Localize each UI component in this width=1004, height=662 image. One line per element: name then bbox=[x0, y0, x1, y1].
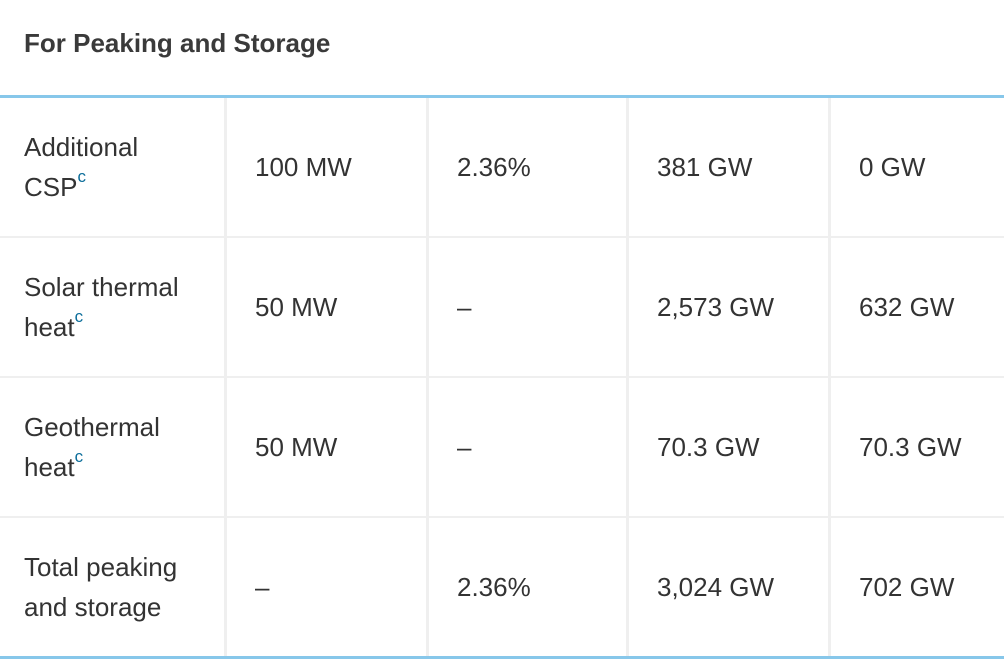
table-cell: 70.3 GW bbox=[626, 378, 828, 516]
table-cell: 0 GW bbox=[828, 98, 1004, 236]
row-header-cell: Geothermal heatc bbox=[0, 378, 224, 516]
row-label: Geothermal heat bbox=[24, 412, 160, 482]
table-cell: 702 GW bbox=[828, 518, 1004, 656]
table-cell: 632 GW bbox=[828, 238, 1004, 376]
row-label: Solar thermal heat bbox=[24, 272, 179, 342]
table-cell: 50 MW bbox=[224, 238, 426, 376]
row-label-wrap: Geothermal heatc bbox=[24, 407, 200, 487]
table-cell: 2,573 GW bbox=[626, 238, 828, 376]
row-header-cell: Additional CSPc bbox=[0, 98, 224, 236]
section-title: For Peaking and Storage bbox=[24, 28, 331, 58]
row-label: Additional CSP bbox=[24, 132, 139, 202]
table-cell: 100 MW bbox=[224, 98, 426, 236]
row-label-wrap: Solar thermal heatc bbox=[24, 267, 200, 347]
table-row: Solar thermal heatc 50 MW –2,573 GW 632 GW bbox=[0, 238, 1004, 378]
table: Additional CSPc 100 MW 2.36% 381 GW 0 GW Sola… bbox=[0, 95, 1004, 659]
footnote-ref[interactable]: c bbox=[74, 447, 84, 466]
table-cell: 381 GW bbox=[626, 98, 828, 236]
table-cell: 3,024 GW bbox=[626, 518, 828, 656]
footnote-ref[interactable]: c bbox=[77, 167, 86, 186]
row-header-cell: Solar thermal heatc bbox=[0, 238, 224, 376]
row-label: Total peaking and storage bbox=[24, 552, 178, 622]
row-label-wrap: Total peaking and storage bbox=[24, 547, 200, 627]
row-label-wrap: Additional CSPc bbox=[24, 127, 200, 207]
table-cell: – bbox=[224, 518, 426, 656]
table-row: Total peaking and storage –2.36% 3,024 GW 7… bbox=[0, 518, 1004, 659]
footnote-ref[interactable]: c bbox=[74, 307, 84, 326]
row-header-cell: Total peaking and storage bbox=[0, 518, 224, 656]
table-cell: – bbox=[426, 238, 626, 376]
table-cell: 2.36% bbox=[426, 518, 626, 656]
table-cell: 50 MW bbox=[224, 378, 426, 516]
table-row: Geothermal heatc 50 MW –70.3 GW 70.3 GW bbox=[0, 378, 1004, 518]
table-cell: – bbox=[426, 378, 626, 516]
table-row: Additional CSPc 100 MW 2.36% 381 GW 0 GW bbox=[0, 98, 1004, 238]
table-cell: 70.3 GW bbox=[828, 378, 1004, 516]
table-cell: 2.36% bbox=[426, 98, 626, 236]
